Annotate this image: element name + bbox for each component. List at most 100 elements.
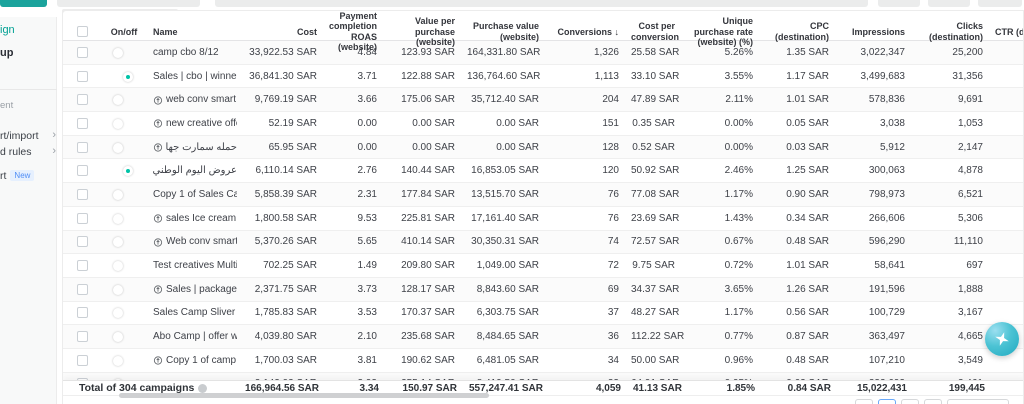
toggle-knob xyxy=(123,166,133,177)
name-cell[interactable]: Sales | package 120 wat | 26/6 xyxy=(147,284,237,295)
row-checkbox[interactable] xyxy=(76,188,88,200)
cell-purchase-value: 35,712.40 SAR xyxy=(471,94,539,106)
name-cell[interactable]: Sales Camp Sliver Crest Black | Cbo ... xyxy=(147,307,237,318)
pagination-page-2[interactable] xyxy=(901,399,919,404)
row-checkbox[interactable] xyxy=(76,165,88,177)
name-cell[interactable]: عروض اليوم الوطني | Abo | 26/8 xyxy=(147,165,237,176)
toggle-cell xyxy=(101,47,147,58)
column-header-roas[interactable]: Payment completion ROAS (website) xyxy=(329,11,378,53)
name-cell[interactable]: Web conv smart | tablet | 16/1 xyxy=(147,236,237,247)
table-row[interactable]: Web conv smart | tablet | 16/1 5,370.26 … xyxy=(63,230,1023,255)
assistant-fab-button[interactable] xyxy=(985,322,1019,356)
pagination-page-1[interactable] xyxy=(878,399,896,404)
toggle-cell xyxy=(101,260,147,272)
table-body: camp cbo 8/12 33,922.53 SAR 4.84 123.93 … xyxy=(63,41,1023,397)
name-cell[interactable]: camp cbo 8/12 xyxy=(147,47,237,58)
name-cell[interactable]: حمله سمارت جهاز التنظيف بالبخار 9/3 xyxy=(147,142,237,153)
column-header-value-per-purchase[interactable]: Value per purchase (website) xyxy=(414,16,455,47)
name-cell[interactable]: Copy 1 of camp sliver crest test 3... xyxy=(147,355,237,366)
toggle-cell xyxy=(101,189,147,200)
campaign-name: camp cbo 8/12 xyxy=(153,46,219,58)
sidebar-item-export-import[interactable]: rt/import › xyxy=(0,130,57,142)
table-row[interactable]: Sales Camp Sliver Crest Black | Cbo ... … xyxy=(63,301,1023,326)
cell-roas: 1.49 xyxy=(357,260,377,272)
select-all-checkbox[interactable] xyxy=(76,26,88,38)
toggle-knob xyxy=(123,71,133,82)
name-cell[interactable]: new creative offer garnet | 7/9 xyxy=(147,118,237,129)
table-row[interactable]: حمله سمارت جهاز التنظيف بالبخار 9/3 65.9… xyxy=(63,135,1023,160)
table-row[interactable]: new creative offer garnet | 7/9 52.19 SA… xyxy=(63,112,1023,136)
name-cell[interactable]: Sales | cbo | winner packages cabel... xyxy=(147,71,237,82)
row-checkbox[interactable] xyxy=(76,354,88,366)
sidebar-item-ad-group[interactable]: up xyxy=(0,47,14,59)
toolbar-tab[interactable] xyxy=(57,0,200,7)
name-cell[interactable]: Abo Camp | offer watch&headphon... xyxy=(147,331,237,342)
sidebar-item-report[interactable]: rt New xyxy=(0,170,57,182)
row-checkbox[interactable] xyxy=(76,331,88,343)
table-row[interactable]: Copy 1 of camp sliver crest test 3... 1,… xyxy=(63,348,1023,373)
table-row[interactable]: camp cbo 8/12 33,922.53 SAR 4.84 123.93 … xyxy=(63,41,1023,65)
column-header-clicks[interactable]: Clicks (destination) xyxy=(929,21,983,42)
total-cost-per-conversion: 41.13 SAR xyxy=(633,382,682,394)
toolbar-button-1[interactable] xyxy=(878,0,920,7)
cell-value-per-purchase: 0.00 SAR xyxy=(412,141,455,153)
row-checkbox[interactable] xyxy=(76,283,88,295)
row-checkbox[interactable] xyxy=(76,141,88,153)
row-checkbox[interactable] xyxy=(76,70,88,82)
row-checkbox[interactable] xyxy=(76,94,88,106)
pagination-next-button[interactable] xyxy=(924,399,942,404)
horizontal-scrollbar[interactable] xyxy=(119,393,489,398)
table-row[interactable]: Sales | package 120 wat | 26/6 2,371.75 … xyxy=(63,277,1023,302)
sidebar-item-campaign[interactable]: ign xyxy=(0,24,15,36)
row-checkbox[interactable] xyxy=(76,212,88,224)
cell-conversions: 72 xyxy=(607,260,619,272)
table-row[interactable]: sales Ice cream machine | 15/5 1,800.58 … xyxy=(63,206,1023,231)
column-header-purchase-value[interactable]: Purchase value (website) xyxy=(472,21,539,42)
name-cell[interactable]: Copy 1 of Sales Camp Sliver Crest B... xyxy=(147,189,237,200)
row-checkbox[interactable] xyxy=(76,117,88,129)
column-header-conversions[interactable]: Conversions ↓ xyxy=(551,27,631,37)
table-row[interactable]: عروض اليوم الوطني | Abo | 26/8 6,110.14 … xyxy=(63,159,1023,184)
table-row[interactable]: Abo Camp | offer watch&headphon... 4,039… xyxy=(63,325,1023,349)
sort-desc-icon[interactable]: ↓ xyxy=(614,26,620,37)
table-row[interactable]: web conv smart camp | 6.oct 9,769.19 SAR… xyxy=(63,88,1023,113)
cell-value-per-purchase: 175.06 SAR xyxy=(401,94,455,106)
filter-bar[interactable] xyxy=(215,0,868,7)
toolbar-button-2[interactable] xyxy=(928,0,970,7)
cell-unique-purchase-rate: 0.77% xyxy=(724,331,753,343)
cell-impressions: 100,729 xyxy=(868,307,905,319)
spark-icon xyxy=(995,332,1009,346)
cell-roas: 0.00 xyxy=(357,141,377,153)
primary-action-button[interactable] xyxy=(0,0,47,7)
column-header-cpc[interactable]: CPC (destination) xyxy=(775,21,829,42)
toggle-knob xyxy=(113,189,123,200)
table-header-row: On/off Name Cost Payment completion ROAS… xyxy=(63,11,1023,52)
table-row[interactable]: Sales | cbo | winner packages cabel... 3… xyxy=(63,64,1023,89)
page-size-select[interactable] xyxy=(947,399,1009,404)
row-checkbox[interactable] xyxy=(76,46,88,58)
sidebar-item-automated-rules[interactable]: d rules › xyxy=(0,146,57,158)
column-header-cost[interactable]: Cost xyxy=(297,26,317,37)
column-header-cost-per-conversion[interactable]: Cost per conversion xyxy=(631,21,680,42)
cell-cpc: 0.48 SAR xyxy=(786,354,829,366)
name-cell[interactable]: web conv smart camp | 6.oct xyxy=(147,94,237,105)
row-checkbox[interactable] xyxy=(76,307,88,319)
table-row[interactable]: Test creatives Multi-purpose portabl... … xyxy=(63,254,1023,278)
toggle-cell xyxy=(101,94,147,106)
row-checkbox[interactable] xyxy=(76,236,88,248)
column-header-onoff[interactable]: On/off xyxy=(110,26,138,37)
name-cell[interactable]: sales Ice cream machine | 15/5 xyxy=(147,213,237,224)
column-header-unique-purchase-rate[interactable]: Unique purchase rate (website) (%) xyxy=(693,16,753,47)
column-header-name[interactable]: Name xyxy=(153,26,178,37)
name-cell[interactable]: Test creatives Multi-purpose portabl... xyxy=(147,260,237,271)
cell-clicks: 31,356 xyxy=(952,70,983,82)
pagination-prev-button[interactable] xyxy=(855,399,873,404)
table-row[interactable]: Copy 1 of Sales Camp Sliver Crest B... 5… xyxy=(63,183,1023,207)
cell-impressions: 798,973 xyxy=(868,188,905,200)
column-header-impressions[interactable]: Impressions xyxy=(851,26,905,37)
column-header-ctr[interactable]: CTR (destination) xyxy=(995,26,1023,37)
info-icon[interactable] xyxy=(198,383,208,393)
row-checkbox[interactable] xyxy=(76,260,88,272)
toolbar-button-3[interactable] xyxy=(978,0,1022,7)
row-checkbox-cell xyxy=(63,331,101,343)
